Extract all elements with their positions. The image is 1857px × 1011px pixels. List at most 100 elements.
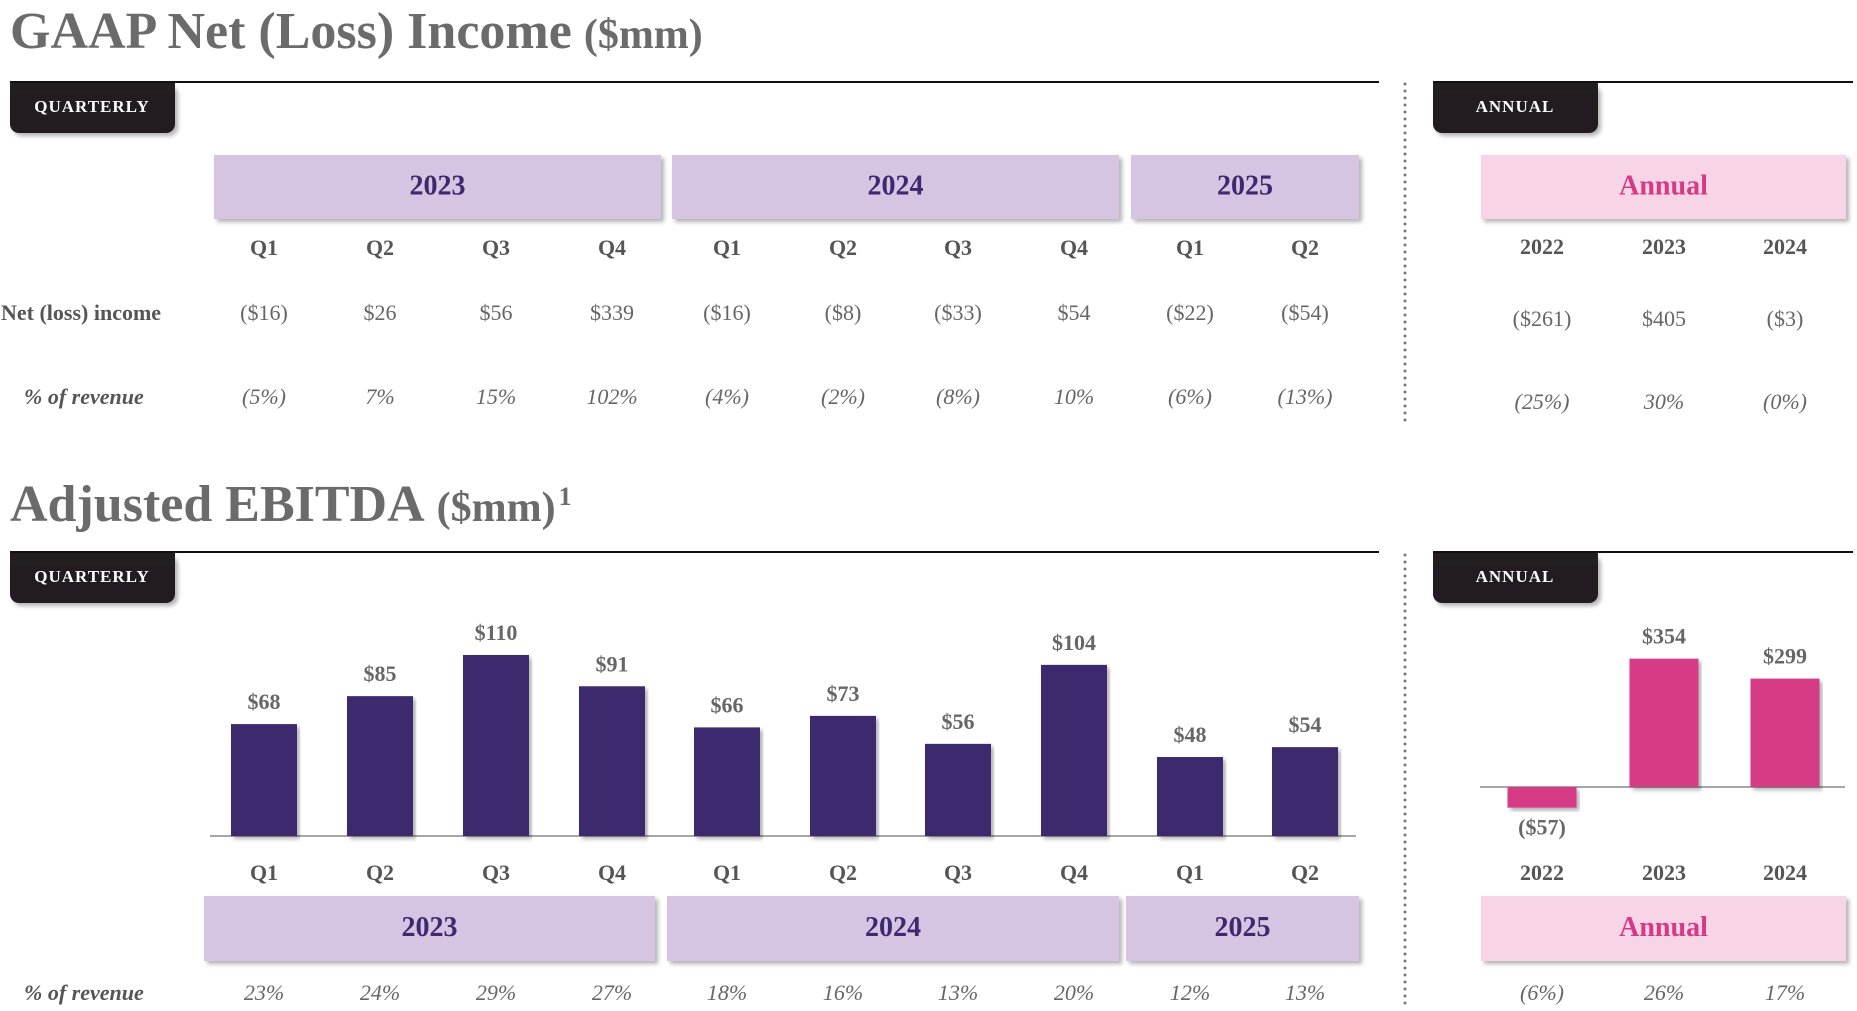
year-box xyxy=(667,896,1119,961)
year-label: 2023 xyxy=(410,170,466,201)
cell: 15% xyxy=(476,384,516,409)
year-box xyxy=(1481,896,1846,961)
tab xyxy=(10,553,175,603)
pct-of-revenue: 27% xyxy=(592,980,632,1005)
year-col: 2022 xyxy=(1520,234,1564,259)
x-tick-label: Q4 xyxy=(1060,860,1088,885)
pct-of-revenue: 29% xyxy=(476,980,516,1005)
tab-label: ANNUAL xyxy=(1476,97,1555,116)
value-label: $85 xyxy=(364,661,397,686)
tab xyxy=(1433,553,1598,603)
cell: 7% xyxy=(365,384,394,409)
x-tick-label: Q1 xyxy=(250,860,278,885)
quarter-label: Q1 xyxy=(1176,235,1204,260)
x-tick-label: 2022 xyxy=(1520,860,1564,885)
value-label: $66 xyxy=(711,692,744,717)
value-label: $68 xyxy=(248,689,281,714)
quarter-label: Q3 xyxy=(482,235,510,260)
cell: (6%) xyxy=(1168,384,1212,409)
year-col: 2024 xyxy=(1763,234,1807,259)
x-tick-label: Q4 xyxy=(598,860,626,885)
footnote-mark: 1 xyxy=(559,482,572,511)
cell: ($8) xyxy=(825,300,862,325)
year-label: 2025 xyxy=(1217,170,1273,201)
tab-label: QUARTERLY xyxy=(34,97,149,116)
year-box xyxy=(1481,155,1846,219)
year-label: Annual xyxy=(1619,170,1708,201)
value-label: $54 xyxy=(1289,712,1322,737)
section-title: GAAP Net (Loss) Income xyxy=(10,3,572,60)
quarter-label: Q4 xyxy=(1060,235,1088,260)
quarter-label: Q3 xyxy=(944,235,972,260)
section-title: Adjusted EBITDA xyxy=(10,476,425,533)
cell: (4%) xyxy=(705,384,749,409)
pct-of-revenue: (6%) xyxy=(1520,980,1564,1005)
x-tick-label: Q1 xyxy=(713,860,741,885)
value-label: ($57) xyxy=(1518,815,1566,840)
cell: $26 xyxy=(364,300,397,325)
bar xyxy=(347,696,413,836)
cell: $339 xyxy=(590,300,634,325)
quarter-label: Q2 xyxy=(829,235,857,260)
cell: $405 xyxy=(1642,306,1686,331)
bar xyxy=(925,743,991,836)
cell: ($33) xyxy=(934,300,982,325)
cell: (25%) xyxy=(1515,389,1570,414)
tab-label: QUARTERLY xyxy=(34,567,149,586)
tab xyxy=(10,553,175,565)
cell: (5%) xyxy=(242,384,286,409)
x-tick-label: Q3 xyxy=(944,860,972,885)
value-label: $110 xyxy=(475,620,518,645)
cell: (13%) xyxy=(1278,384,1333,409)
bar xyxy=(1272,747,1338,836)
value-label: $56 xyxy=(942,709,975,734)
year-box xyxy=(1126,896,1359,961)
cell: 30% xyxy=(1643,389,1684,414)
cell: $54 xyxy=(1058,300,1091,325)
pct-of-revenue: 26% xyxy=(1644,980,1684,1005)
year-col: 2023 xyxy=(1642,234,1686,259)
year-box xyxy=(214,155,661,219)
tab xyxy=(10,83,175,95)
cell: ($3) xyxy=(1767,306,1804,331)
cell: 102% xyxy=(586,384,637,409)
tab xyxy=(10,83,175,133)
tab xyxy=(1433,83,1598,133)
tab-label: ANNUAL xyxy=(1476,567,1555,586)
cell: (2%) xyxy=(821,384,865,409)
quarter-label: Q2 xyxy=(1291,235,1319,260)
quarter-label: Q2 xyxy=(366,235,394,260)
bar xyxy=(1041,664,1107,836)
cell: ($54) xyxy=(1281,300,1329,325)
value-label: $354 xyxy=(1642,624,1686,649)
row-label: % of revenue xyxy=(24,384,144,409)
cell: 10% xyxy=(1054,384,1094,409)
pct-of-revenue: 20% xyxy=(1054,980,1094,1005)
bar xyxy=(579,686,645,836)
bar xyxy=(1750,678,1820,787)
pct-of-revenue: 13% xyxy=(938,980,978,1005)
pct-of-revenue: 17% xyxy=(1765,980,1805,1005)
value-label: $48 xyxy=(1174,722,1207,747)
cell: (8%) xyxy=(936,384,980,409)
year-box xyxy=(1131,155,1359,219)
year-label: 2023 xyxy=(402,912,458,943)
section-unit: ($mm) xyxy=(584,12,703,58)
cell: ($16) xyxy=(240,300,288,325)
year-box xyxy=(672,155,1119,219)
bar xyxy=(231,724,297,836)
x-tick-label: 2024 xyxy=(1763,860,1807,885)
bar xyxy=(463,655,529,836)
tab xyxy=(1433,553,1598,565)
bar xyxy=(1157,757,1223,836)
x-tick-label: 2023 xyxy=(1642,860,1686,885)
cell: ($261) xyxy=(1513,306,1572,331)
quarter-label: Q1 xyxy=(250,235,278,260)
value-label: $104 xyxy=(1052,630,1096,655)
pct-of-revenue: 16% xyxy=(823,980,863,1005)
pct-of-revenue: 23% xyxy=(244,980,284,1005)
x-tick-label: Q2 xyxy=(366,860,394,885)
x-tick-label: Q2 xyxy=(1291,860,1319,885)
x-tick-label: Q3 xyxy=(482,860,510,885)
